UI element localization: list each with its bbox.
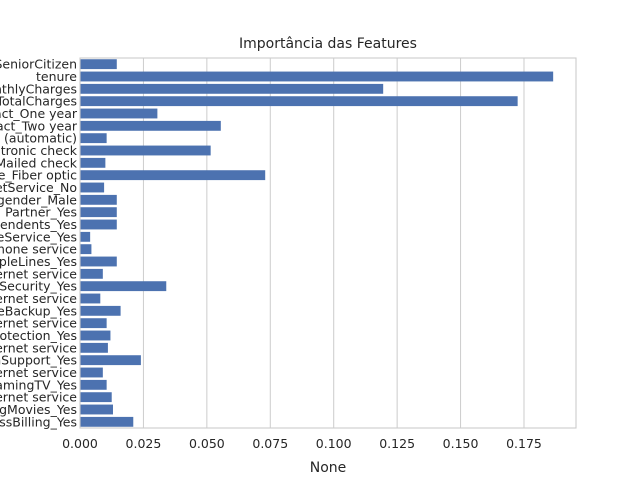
bar [80,157,106,168]
bar [80,355,141,366]
x-tick-label: 0.025 [126,436,162,451]
x-tick-labels: 0.000 0.025 0.050 0.075 0.100 0.125 0.150 0.175 [62,436,542,451]
y-tick-label: DeviceProtection_No internet service [0,316,77,331]
bar [80,330,111,341]
bar [80,145,211,156]
y-tick-label: InternetService_Fiber optic [0,168,77,183]
y-tick-label: Dependents_Yes [0,217,77,232]
bar [80,231,91,242]
y-tick-label: PaymentMethod_Credit card (automatic) [0,131,77,146]
y-tick-label: PaperlessBilling_Yes [0,414,77,429]
y-tick-labels: SeniorCitizentenureMonthlyChargesTotalCh… [0,57,78,430]
y-tick-label: TechSupport_No internet service [0,340,77,355]
y-tick-label: MonthlyCharges [0,81,77,96]
x-tick-label: 0.175 [506,436,542,451]
bar [80,342,108,353]
bar [80,244,92,255]
bar [80,207,117,218]
y-tick-label: TotalCharges [0,94,77,109]
y-tick-label: gender_Male [0,192,77,207]
bar [80,120,221,131]
grid-lines [79,58,525,428]
y-tick-label: PhoneService_Yes [0,229,77,244]
y-tick-label: OnlineSecurity_No internet service [0,266,77,281]
bar [80,83,384,94]
y-tick-label: tenure [36,69,77,84]
x-tick-label: 0.075 [252,436,288,451]
bar [80,71,554,82]
y-tick-label: StreamingTV_Yes [0,377,77,392]
y-tick-label: OnlineSecurity_Yes [0,279,77,294]
x-tick-label: 0.050 [189,436,225,451]
bar [80,318,107,329]
bar [80,367,103,378]
y-tick-label: TechSupport_Yes [0,353,77,368]
plot-frame [79,57,577,429]
bar [80,268,103,279]
bar [80,194,117,205]
y-tick-label: Partner_Yes [5,205,77,220]
bar [80,133,107,144]
bar [80,392,112,403]
y-tick-label: StreamingMovies_No internet service [0,390,77,405]
y-tick-label: Contract_One year [0,106,78,121]
bar [80,59,117,70]
bar [80,108,158,119]
x-axis-label: None [310,460,347,476]
bar [80,256,117,267]
bar [80,281,167,292]
bar [80,305,121,316]
x-tick-label: 0.150 [443,436,479,451]
y-tick-label: StreamingMovies_Yes [0,402,77,417]
bar [80,219,117,230]
y-tick-label: Contract_Two year [0,118,78,133]
bar [80,416,134,427]
y-tick-label: PaymentMethod_Mailed check [0,155,78,170]
x-tick-label: 0.125 [379,436,415,451]
bar [80,170,266,181]
y-tick-label: SeniorCitizen [0,57,77,72]
y-tick-label: PaymentMethod_Electronic check [0,143,78,158]
bar [80,404,113,415]
y-tick-label: OnlineBackup_Yes [0,303,77,318]
x-tick-label: 0.100 [316,436,352,451]
bar [80,182,105,193]
y-tick-label: InternetService_No [0,180,77,195]
y-tick-label: StreamingTV_No internet service [0,365,77,380]
chart-title: Importância das Features [239,36,417,52]
y-tick-label: MultipleLines_Yes [0,254,77,269]
bar [80,379,107,390]
bar [80,293,101,304]
bars [80,59,554,427]
y-tick-label: MultipleLines_No phone service [0,242,77,257]
bar [80,96,518,107]
x-tick-label: 0.000 [62,436,98,451]
y-tick-label: OnlineBackup_No internet service [0,291,77,306]
y-tick-label: DeviceProtection_Yes [0,328,77,343]
